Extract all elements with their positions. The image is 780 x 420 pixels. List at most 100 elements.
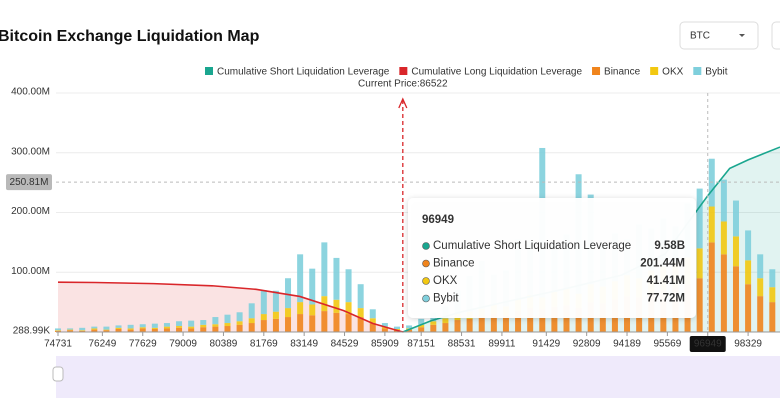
- legend-swatch: [693, 67, 702, 75]
- bar: [297, 314, 304, 332]
- bar: [200, 320, 207, 325]
- current-price-label: Current Price:86522: [358, 79, 448, 90]
- legend-swatch: [650, 67, 659, 75]
- bar: [345, 314, 352, 332]
- bar: [369, 318, 376, 324]
- bar: [369, 323, 376, 332]
- bar: [333, 299, 340, 313]
- crosshair-label: 250.81M: [10, 177, 49, 188]
- zoom-handle[interactable]: [52, 366, 64, 382]
- bar: [745, 284, 752, 332]
- bar: [309, 268, 316, 305]
- chart-title: Bitcoin Exchange Liquidation Map: [0, 28, 260, 45]
- bar: [248, 318, 255, 324]
- bar: [345, 302, 352, 315]
- dropdown-arrow: [739, 34, 745, 37]
- x-tick-label: 77629: [129, 339, 157, 350]
- bar: [466, 318, 473, 332]
- tooltip-dot: [422, 294, 430, 303]
- y-tick-label: 300.00M: [11, 146, 50, 157]
- tooltip-box: [408, 198, 696, 318]
- y-tick-label: 288.99K: [13, 325, 51, 336]
- tooltip-dot: [422, 242, 430, 250]
- bar: [745, 260, 752, 285]
- bar: [260, 290, 267, 315]
- bar: [563, 305, 570, 332]
- tooltip-name: OKX: [433, 275, 458, 287]
- bar: [515, 311, 522, 332]
- bar: [103, 330, 110, 332]
- bar: [200, 324, 207, 328]
- bar: [236, 312, 243, 322]
- bar: [188, 328, 195, 332]
- bar: [345, 269, 352, 303]
- bar: [200, 327, 207, 332]
- bar: [285, 308, 292, 318]
- legend-swatch: [205, 67, 213, 75]
- x-tick-label: 91429: [532, 339, 560, 350]
- bar: [151, 329, 158, 332]
- x-tick-label: 84529: [331, 339, 359, 350]
- x-tick-highlight: [689, 336, 726, 352]
- bar: [163, 326, 170, 329]
- bar: [757, 254, 764, 279]
- bar: [67, 328, 74, 330]
- bar: [490, 314, 497, 332]
- tooltip-title: 96949: [422, 214, 454, 226]
- bar: [769, 302, 776, 332]
- bar: [115, 327, 122, 330]
- bar: [272, 318, 279, 332]
- x-tick-label: 80389: [210, 339, 238, 350]
- bar: [54, 330, 61, 331]
- bar: [91, 328, 98, 330]
- bar: [333, 312, 340, 332]
- bar: [418, 318, 425, 325]
- extra-button[interactable]: [771, 21, 780, 50]
- bar: [333, 257, 340, 300]
- tooltip-name: Bybit: [433, 293, 459, 305]
- bar: [79, 327, 86, 331]
- legend-label: Binance: [604, 67, 641, 78]
- bar: [696, 278, 703, 332]
- bar: [115, 329, 122, 332]
- zoom-slider[interactable]: [56, 356, 780, 398]
- bar: [285, 317, 292, 332]
- legend-label: Cumulative Long Liquidation Leverage: [411, 67, 582, 78]
- bar: [212, 326, 219, 332]
- bar: [357, 284, 364, 309]
- bar: [745, 230, 752, 261]
- tooltip: 96949 Cumulative Short Liquidation Levera…: [408, 198, 696, 318]
- x-tick-label: 85909: [371, 339, 399, 350]
- bar: [67, 330, 74, 332]
- bar: [163, 328, 170, 332]
- bar: [406, 329, 413, 332]
- current-price-arrow: [398, 97, 408, 109]
- bar: [103, 329, 110, 331]
- bar: [67, 329, 74, 331]
- bar: [732, 200, 739, 237]
- x-tick-label: 96949: [694, 339, 722, 350]
- bar: [357, 317, 364, 332]
- tooltip-value: 77.72M: [647, 293, 685, 305]
- x-tick-label: 79009: [169, 339, 197, 350]
- bar: [321, 242, 328, 297]
- bar: [79, 330, 86, 331]
- bar: [260, 320, 267, 332]
- x-tick-label: 98329: [734, 339, 762, 350]
- bar: [272, 311, 279, 319]
- selector[interactable]: [679, 21, 759, 50]
- bar: [91, 329, 98, 332]
- bar: [708, 206, 715, 243]
- bar: [381, 328, 388, 332]
- bar: [442, 318, 449, 324]
- y-tick-label: 200.00M: [11, 206, 50, 217]
- bar: [720, 254, 727, 332]
- tooltip-value: 41.41M: [647, 275, 685, 287]
- bar: [720, 179, 727, 222]
- bar: [297, 302, 304, 315]
- bar: [248, 323, 255, 332]
- x-tick-label: 95569: [653, 339, 681, 350]
- x-tick-label: 92809: [573, 339, 601, 350]
- legend-label: Cumulative Short Liquidation Leverage: [217, 67, 390, 78]
